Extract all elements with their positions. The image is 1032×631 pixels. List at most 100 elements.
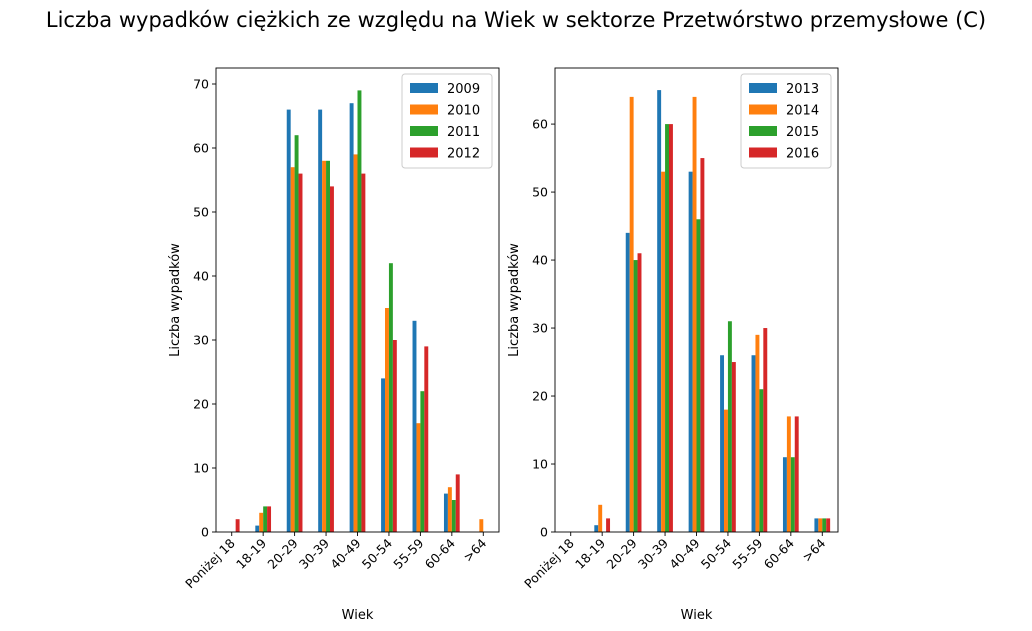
legend: 2013 2014 2015 2016 [740,73,832,169]
bar-2015-50-54 [727,321,732,532]
legend-swatch-2009 [410,83,438,93]
bar-2015-20-29 [633,260,638,532]
legend-box [401,73,493,169]
legend-label-2012: 2012 [447,147,480,162]
y-tick-label: 60 [193,141,209,156]
y-axis-label: Liczba wypadków [507,243,522,357]
bar-2011-40-49 [357,90,362,533]
bar-2009-40-49 [349,103,354,532]
bar-2014-18-19 [598,504,603,532]
bar-2010-18-19 [259,512,264,532]
y-tick-label: 40 [532,253,548,268]
bar-2013-20-29 [625,232,630,533]
legend-swatch-2012 [410,147,438,158]
legend-swatch-2014 [749,104,777,115]
bar-2015-30-39 [665,124,669,532]
bar-2013-30-39 [657,90,662,532]
legend-swatch-2011 [410,126,438,136]
bar-2009-30-39 [318,109,323,532]
x-axis-label: Wiek [681,608,713,623]
bar-2010-50-54 [385,308,389,532]
bar-2011-60-64 [451,500,456,532]
bar-2011-30-39 [326,160,330,533]
bar-2013-60-64 [782,457,787,532]
bar-2012-40-49 [361,173,366,532]
x-tick-label: 50-54 [359,535,395,571]
bar-2010-60-64 [447,487,452,532]
legend-label-2009: 2009 [447,82,480,97]
legend-label-2015: 2015 [786,125,819,140]
bar-2011-55-59 [420,391,425,532]
x-tick-label: 20-29 [264,535,300,571]
legend-label-2010: 2010 [447,104,480,119]
bar-2013-40-49 [688,171,693,532]
bar-2016->64 [826,518,831,532]
bar-2012-30-39 [329,186,334,532]
legend-box [740,73,832,169]
y-axis-label: Liczba wypadków [168,243,183,357]
x-tick-label: 40-49 [666,535,702,571]
legend-label-2013: 2013 [786,82,819,97]
bar-2014-20-29 [629,96,634,532]
figure-title: Liczba wypadków ciężkich ze względu na W… [45,8,987,32]
bar-2012-18-19 [267,506,272,532]
y-tick-label: 20 [193,397,209,412]
x-tick-label: Poniżej 18 [521,535,577,591]
bar-2010-55-59 [416,423,421,532]
y-tick-label: 30 [193,333,209,348]
bar-2009-55-59 [412,320,417,532]
bar-2010-30-39 [322,160,327,533]
bar-2012-20-29 [298,173,303,532]
bar-2016-55-59 [763,328,768,532]
y-tick-label: 70 [193,77,209,92]
y-tick-label: 50 [193,205,209,220]
x-tick-label: 55-59 [729,535,765,571]
chart-2: 0 10 20 30 40 50 60 Poniżej 1818-1920-2930-3940… [507,67,839,623]
bar-2014-55-59 [755,334,760,532]
bar-2013->64 [814,518,819,532]
y-tick-label: 20 [532,389,548,404]
x-axis-label: Wiek [342,608,374,623]
bar-2013-18-19 [594,525,599,532]
y-tick-label: 30 [532,321,548,336]
legend-swatch-2015 [749,126,777,136]
x-tick-label: 20-29 [603,535,639,571]
y-tick-label: 40 [193,269,209,284]
bar-2011-20-29 [294,135,299,532]
legend-label-2016: 2016 [786,147,819,162]
x-tick-label: >64 [460,535,489,564]
bar-2009-20-29 [286,109,291,532]
legend-label-2014: 2014 [786,104,819,119]
x-tick-label: 55-59 [390,535,426,571]
x-tick-label: >64 [799,535,828,564]
x-tick-label: 40-49 [327,535,363,571]
bar-2016-30-39 [668,124,673,532]
bar-2014-60-64 [786,416,791,532]
x-tick-label: 30-39 [635,535,671,571]
bar-2014-50-54 [724,409,728,532]
bar-2014-40-49 [692,96,697,532]
bar-2009-50-54 [381,378,386,532]
bar-2015->64 [822,518,827,532]
bar-2013-50-54 [720,355,725,532]
bar-2012-55-59 [424,346,429,532]
bar-2015-60-64 [790,457,795,532]
legend-swatch-2010 [410,104,438,115]
bar-2015-40-49 [696,219,701,532]
bar-2016-50-54 [731,362,736,532]
bar-2012-50-54 [392,340,397,532]
x-tick-label: 30-39 [296,535,332,571]
chart-1: 0 10 20 30 40 50 60 70 Poniżej 1818-1920-2930-39… [168,67,500,623]
bar-2016-20-29 [637,253,642,532]
x-tick-label: 18-19 [572,535,608,571]
bar-2013-55-59 [751,355,756,532]
bar-2016-18-19 [606,518,611,532]
bar-2010-20-29 [290,167,295,532]
legend-swatch-2013 [749,83,777,93]
bar-2010-40-49 [353,154,358,532]
bar-2016-40-49 [700,158,705,532]
bar-2016-60-64 [794,416,799,532]
bar-2011-50-54 [388,263,393,532]
